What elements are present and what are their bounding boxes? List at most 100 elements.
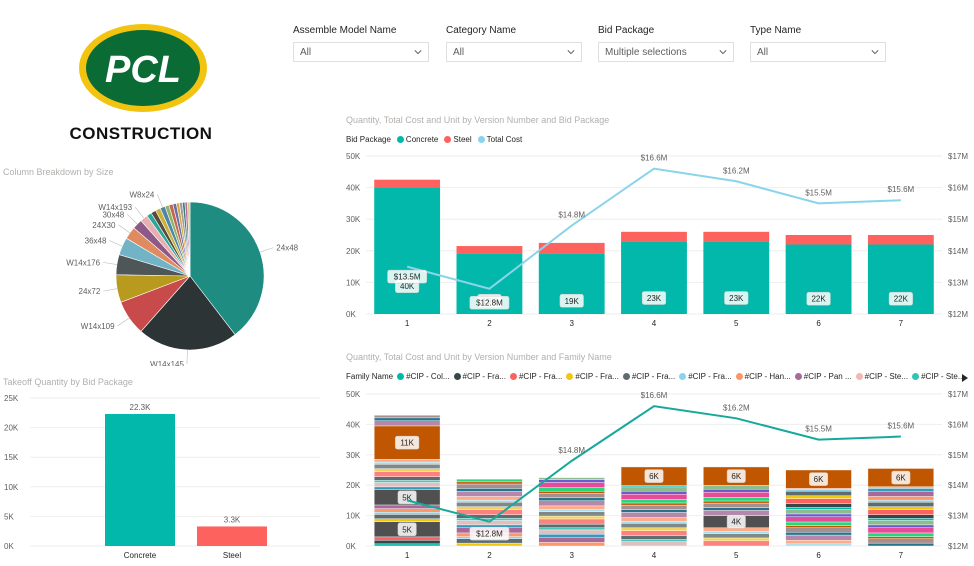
stacked-bar-segment [456,506,523,510]
x-tick-label: 4 [652,551,657,560]
stacked-bar-segment [785,540,852,545]
stacked-bar-segment [538,477,605,480]
type-name-dropdown[interactable]: All [750,42,886,62]
stacked-bar-segment [374,476,441,481]
takeoff-bar-chart[interactable]: 0K 5K 10K 15K 20K 25K 22.3K Concrete 3.3K Steel [0,388,330,566]
legend-item-family[interactable]: #CIP - Pan ... [794,372,852,381]
bar-data-label: 23K [647,294,662,303]
y-tick-label: 20K [4,424,19,433]
stacked-bar-segment [703,531,770,534]
pie-leader-line [117,317,130,327]
legend-item-steel[interactable]: Steel [444,135,472,144]
legend-dot [396,136,404,143]
total-cost-line [406,405,901,523]
legend-dot [477,136,485,143]
slicer-category: Category Name All [446,25,582,62]
stacked-bar-segment [456,496,523,501]
combo2-title: Quantity, Total Cost and Unit by Version… [346,352,612,362]
stacked-bar-segment [703,537,770,542]
y-tick-label: 10K [346,278,361,287]
stacked-bar-segment [374,420,441,427]
stacked-bar-segment [620,523,688,528]
legend-item-family[interactable]: #CIP - Han... [735,372,791,381]
stacked-bar-segment [703,533,770,539]
stacked-bar-segment [620,504,688,510]
stacked-bar-segment [620,499,688,504]
stacked-bar-segment [785,534,852,541]
y2-tick-label: $17M [948,390,968,399]
stacked-bar-segment [867,235,934,245]
segment-data-label: 6K [731,472,741,481]
pie-slice-label: 24x48 [276,244,298,253]
legend-item-total-cost[interactable]: Total Cost [477,135,522,144]
stacked-bar-segment [538,509,605,512]
pie-leader-line [134,207,145,219]
line-data-label: $14.8M [558,446,585,455]
legend-item-family[interactable]: #CIP - Fra... [622,372,675,381]
stacked-bar-segment [867,496,934,501]
stacked-bar-segment [867,518,934,521]
legend-item-family[interactable]: #CIP - Ste... [912,372,965,381]
line-data-label-box [469,295,510,310]
stacked-bar-segment [538,479,605,483]
stacked-bar-segment [538,515,605,520]
x-tick-label: 4 [652,319,657,328]
pie-slice-label: 30x48 [102,210,124,219]
slicer-assemble-model: Assemble Model Name All [293,25,429,62]
legend-item-concrete[interactable]: Concrete [396,135,438,144]
line-data-label: $14.8M [558,211,585,220]
stacked-bar-segment [620,484,688,488]
stacked-bar-segment [374,514,441,519]
line-data-label: $15.6M [888,185,915,194]
pie-leader-line [118,224,131,234]
segment-data-label: 11K [400,439,414,448]
stacked-bar-segment [456,499,523,503]
stacked-bar-segment [374,486,441,490]
y-tick-label: 10K [4,483,19,492]
stacked-bar-segment [703,502,770,508]
pie-chart[interactable]: 24x48 W14x145 W14x109 24x72 W14x176 36x48 24X3… [0,176,330,366]
combo1-legend: Bid Package Concrete Steel Total Cost [346,135,522,144]
stacked-bar-segment [703,489,770,493]
stacked-bar-segment [785,543,852,547]
stacked-bar-segment [620,535,688,540]
stacked-bar-segment [785,509,852,515]
pie-slice-label: W14x193 [98,203,132,212]
segment-data-label-box [395,435,420,450]
combo-chart-family-name[interactable]: 0K 10K 20K 30K 40K 50K $12M $13M $14M $15M $16M $17… [340,384,974,566]
category-dropdown[interactable]: All [446,42,582,62]
legend-item-family[interactable]: #CIP - Fra... [509,372,562,381]
logo-subtitle: CONSTRUCTION [69,124,213,143]
stacked-bar-segment [538,493,605,499]
bid-package-dropdown[interactable]: Multiple selections [598,42,734,62]
stacked-bar-segment [456,491,523,497]
combo-chart-bid-package[interactable]: 0K 10K 20K 30K 40K 50K $12M $13M $14M $15M $16M $17… [340,146,974,336]
bar-data-label: 22.3K [130,403,152,412]
legend-text: #CIP - Pan ... [803,372,852,381]
pie-leader-line [259,247,274,253]
stacked-bar-segment [867,538,934,544]
legend-text: #CIP - Fra... [575,372,619,381]
assemble-model-dropdown[interactable]: All [293,42,429,62]
stacked-bar-segment [867,502,934,507]
bar [197,526,267,546]
y-tick-label: 0K [346,310,356,319]
segment-data-label: 4K [731,518,741,527]
y2-tick-label: $13M [948,512,968,521]
legend-dot [509,373,517,380]
slicer-value: All [453,46,465,58]
triangle-right-icon[interactable] [961,373,969,383]
stacked-bar-segment [374,508,441,513]
slicer-value: Multiple selections [605,46,687,58]
legend-text: #CIP - Fra... [462,372,506,381]
stacked-bar-segment [538,529,605,535]
legend-item-family[interactable]: #CIP - Fra... [453,372,506,381]
legend-item-family[interactable]: #CIP - Fra... [566,372,619,381]
legend-label: Bid Package [346,135,391,144]
legend-item-family[interactable]: #CIP - Ste... [855,372,908,381]
legend-item-family[interactable]: #CIP - Col... [397,372,450,381]
legend-item-family[interactable]: #CIP - Fra... [679,372,732,381]
stacked-bar-segment [620,541,688,547]
segment-data-label: 6K [814,475,824,484]
bar-data-label-box [559,294,584,308]
